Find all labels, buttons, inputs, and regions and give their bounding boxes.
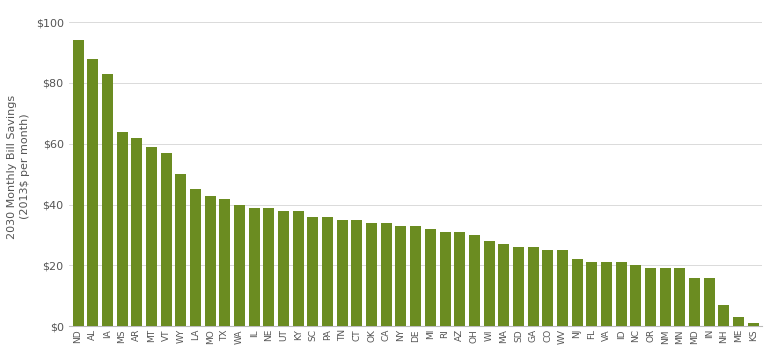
Bar bbox=[366, 223, 377, 326]
Bar bbox=[322, 217, 333, 326]
Bar bbox=[733, 317, 744, 326]
Bar bbox=[263, 208, 275, 326]
Bar bbox=[601, 263, 612, 326]
Bar bbox=[381, 223, 391, 326]
Bar bbox=[616, 263, 627, 326]
Bar bbox=[234, 205, 245, 326]
Bar bbox=[308, 217, 318, 326]
Bar bbox=[586, 263, 598, 326]
Bar bbox=[469, 235, 480, 326]
Bar bbox=[498, 244, 509, 326]
Bar bbox=[175, 174, 186, 326]
Bar bbox=[248, 208, 260, 326]
Bar bbox=[704, 278, 714, 326]
Bar bbox=[718, 305, 730, 326]
Bar bbox=[190, 190, 201, 326]
Bar bbox=[747, 323, 759, 326]
Bar bbox=[87, 59, 98, 326]
Bar bbox=[484, 241, 494, 326]
Bar bbox=[631, 265, 641, 326]
Bar bbox=[131, 138, 142, 326]
Bar bbox=[117, 132, 128, 326]
Bar bbox=[395, 226, 407, 326]
Bar bbox=[278, 211, 289, 326]
Bar bbox=[674, 269, 685, 326]
Bar bbox=[146, 147, 157, 326]
Bar bbox=[161, 153, 171, 326]
Bar bbox=[557, 250, 568, 326]
Bar bbox=[542, 250, 553, 326]
Bar bbox=[645, 269, 656, 326]
Bar bbox=[454, 232, 465, 326]
Bar bbox=[689, 278, 700, 326]
Bar bbox=[528, 247, 538, 326]
Bar bbox=[72, 40, 84, 326]
Bar bbox=[440, 232, 451, 326]
Bar bbox=[513, 247, 524, 326]
Bar bbox=[351, 220, 362, 326]
Bar bbox=[424, 229, 436, 326]
Bar bbox=[571, 259, 583, 326]
Bar bbox=[205, 196, 215, 326]
Bar bbox=[293, 211, 304, 326]
Y-axis label: 2030 Monthly Bill Savings
(2013$ per month): 2030 Monthly Bill Savings (2013$ per mon… bbox=[7, 94, 30, 239]
Bar bbox=[410, 226, 421, 326]
Bar bbox=[337, 220, 348, 326]
Bar bbox=[660, 269, 671, 326]
Bar bbox=[219, 199, 231, 326]
Bar bbox=[102, 74, 113, 326]
